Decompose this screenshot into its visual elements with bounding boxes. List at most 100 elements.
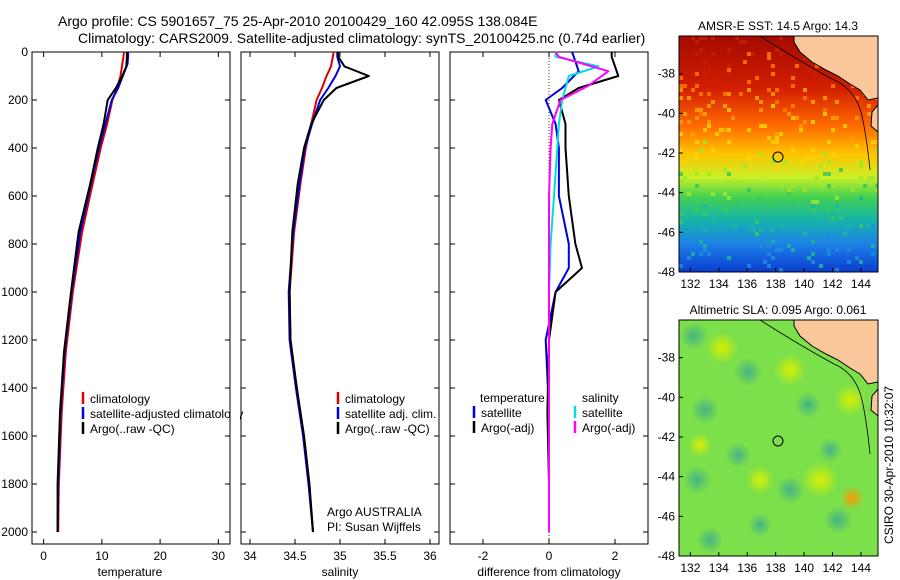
x-tick-label: 34.5 bbox=[283, 549, 307, 563]
sst-pixel bbox=[811, 120, 815, 124]
sla-eddy bbox=[840, 486, 864, 510]
sst-pixel bbox=[719, 128, 723, 132]
sst-pixel bbox=[827, 184, 831, 188]
sst-pixel bbox=[803, 188, 807, 192]
temperature-legend: climatology satellite-adjusted climatolo… bbox=[81, 392, 243, 436]
sst-pixel bbox=[699, 240, 703, 244]
sst-pixel bbox=[703, 112, 707, 116]
sst-pixel bbox=[723, 208, 727, 212]
sst-pixel bbox=[727, 256, 731, 260]
sst-pixel bbox=[747, 156, 751, 160]
sst-pixel bbox=[755, 232, 759, 236]
sst-pixel bbox=[763, 260, 767, 264]
sst-pixel bbox=[679, 120, 683, 124]
sst-pixel bbox=[811, 72, 815, 76]
sst-pixel bbox=[811, 148, 815, 152]
sst-pixel bbox=[835, 268, 839, 272]
sst-pixel bbox=[843, 232, 847, 236]
y-tick-label: 600 bbox=[8, 189, 28, 203]
sst-pixel bbox=[691, 252, 695, 256]
difference-lines bbox=[544, 51, 620, 532]
sst-pixel bbox=[827, 248, 831, 252]
map-x-tick-label: 140 bbox=[794, 561, 814, 575]
sst-pixel bbox=[779, 52, 783, 56]
legend-label-climatology: climatology bbox=[345, 392, 405, 406]
temperature-xlabel: temperature bbox=[98, 565, 163, 579]
sst-pixel bbox=[727, 72, 731, 76]
sst-pixel bbox=[847, 248, 851, 252]
sst-pixel bbox=[831, 152, 835, 156]
sst-pixel bbox=[835, 204, 839, 208]
sst-pixel bbox=[799, 160, 803, 164]
sst-pixel bbox=[775, 132, 779, 136]
sst-pixel bbox=[759, 196, 763, 200]
sst-pixel bbox=[819, 264, 823, 268]
sla-eddy bbox=[795, 392, 821, 418]
sst-pixel bbox=[779, 184, 783, 188]
x-tick-label: 30 bbox=[212, 549, 226, 563]
sst-pixel bbox=[811, 200, 815, 204]
sst-pixel bbox=[767, 56, 771, 60]
credit-pi: PI: Susan Wijffels bbox=[327, 520, 421, 534]
sst-pixel bbox=[683, 84, 687, 88]
sst-pixel bbox=[855, 116, 859, 120]
sst-pixel bbox=[875, 184, 878, 188]
sst-pixel bbox=[823, 152, 827, 156]
sla-eddy bbox=[725, 442, 751, 468]
map-y-tick-label: -48 bbox=[658, 549, 676, 563]
legend-label-sal-argo: Argo(-adj) bbox=[582, 421, 635, 435]
map-x-tick-label: 142 bbox=[822, 561, 842, 575]
sst-pixel bbox=[703, 212, 707, 216]
sst-pixel bbox=[703, 244, 707, 248]
sst-pixel bbox=[679, 220, 683, 224]
sst-pixel bbox=[699, 108, 703, 112]
sst-pixel bbox=[703, 140, 707, 144]
sst-pixel bbox=[711, 148, 715, 152]
sst-pixel bbox=[723, 168, 727, 172]
legend-label-sal-satellite: satellite bbox=[582, 406, 623, 420]
sst-pixel bbox=[691, 36, 695, 40]
sst-pixel bbox=[775, 48, 779, 52]
map-y-tick-label: -40 bbox=[658, 106, 676, 120]
sla-eddies bbox=[680, 322, 866, 553]
sst-pixel bbox=[823, 108, 827, 112]
sst-pixel bbox=[859, 224, 863, 228]
legend-label-temp-satellite: satellite bbox=[481, 406, 522, 420]
sst-pixel bbox=[691, 132, 695, 136]
sst-pixel bbox=[751, 52, 755, 56]
sst-pixel bbox=[779, 36, 783, 40]
sst-pixel bbox=[827, 220, 831, 224]
sst-pixel bbox=[779, 224, 783, 228]
sst-pixel bbox=[859, 176, 863, 180]
sla-eddy bbox=[824, 506, 852, 534]
sst-pixel bbox=[831, 116, 835, 120]
series-line-satellite-adjusted-climatology bbox=[56, 52, 130, 533]
x-tick-label: 34 bbox=[243, 549, 257, 563]
x-tick-label: 35 bbox=[333, 549, 347, 563]
sst-pixel bbox=[747, 264, 751, 268]
temperature-ticks: 0 10 20 30 0 200 400 600 800 1000 1200 1400 1600 1800… bbox=[1, 45, 230, 563]
sst-pixel bbox=[827, 232, 831, 236]
sst-pixel bbox=[811, 208, 815, 212]
sst-pixel bbox=[723, 128, 727, 132]
sst-pixel bbox=[843, 124, 847, 128]
sla-eddy bbox=[683, 466, 711, 494]
sst-pixel bbox=[759, 228, 763, 232]
salinity-xlabel: salinity bbox=[322, 565, 359, 579]
difference-ticks: -2 0 2 bbox=[450, 51, 648, 563]
sst-pixel bbox=[835, 116, 839, 120]
sst-pixel bbox=[811, 240, 815, 244]
sst-pixel bbox=[823, 96, 827, 100]
sst-pixel bbox=[847, 260, 851, 264]
sla-eddy bbox=[688, 433, 712, 457]
map-x-tick-label: 136 bbox=[737, 277, 757, 291]
sst-pixel bbox=[871, 140, 875, 144]
sst-pixel bbox=[835, 196, 839, 200]
sst-pixel bbox=[747, 240, 751, 244]
x-tick-label: 20 bbox=[153, 549, 167, 563]
temperature-axes bbox=[31, 51, 231, 545]
sst-pixel bbox=[807, 256, 811, 260]
sst-pixel bbox=[875, 140, 878, 144]
sst-pixel bbox=[747, 188, 751, 192]
sst-pixel bbox=[787, 244, 791, 248]
